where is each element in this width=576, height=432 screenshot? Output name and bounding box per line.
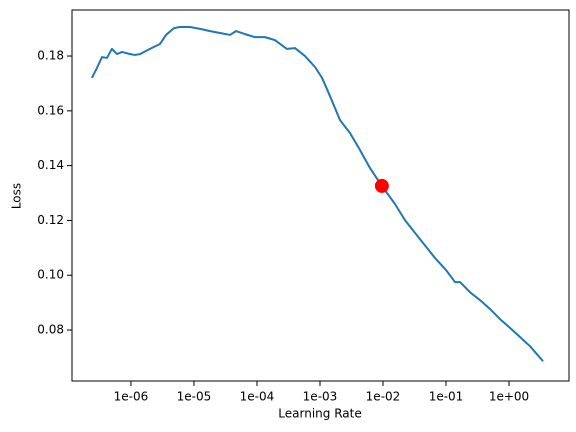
y-tick-label: 0.08 — [37, 323, 64, 337]
x-tick-label: 1e-03 — [303, 390, 338, 404]
axes-frame — [71, 9, 570, 382]
y-tick-label: 0.10 — [37, 268, 64, 282]
x-tick-label: 1e-02 — [366, 390, 401, 404]
y-axis-label: Loss — [10, 183, 24, 209]
suggested-point — [374, 178, 389, 193]
y-tick-label: 0.16 — [37, 103, 64, 117]
x-tick-label: 1e-05 — [177, 390, 212, 404]
y-tick-label: 0.18 — [37, 49, 64, 63]
y-tick-label: 0.14 — [37, 158, 64, 172]
x-tick-label: 1e-06 — [114, 390, 149, 404]
x-tick-label: 1e-04 — [240, 390, 275, 404]
x-tick-label: 1e+00 — [489, 390, 529, 404]
y-tick-label: 0.12 — [37, 213, 64, 227]
x-axis-label: Learning Rate — [278, 407, 361, 421]
loss-line — [91, 25, 544, 362]
x-tick-label: 1e-01 — [429, 390, 464, 404]
